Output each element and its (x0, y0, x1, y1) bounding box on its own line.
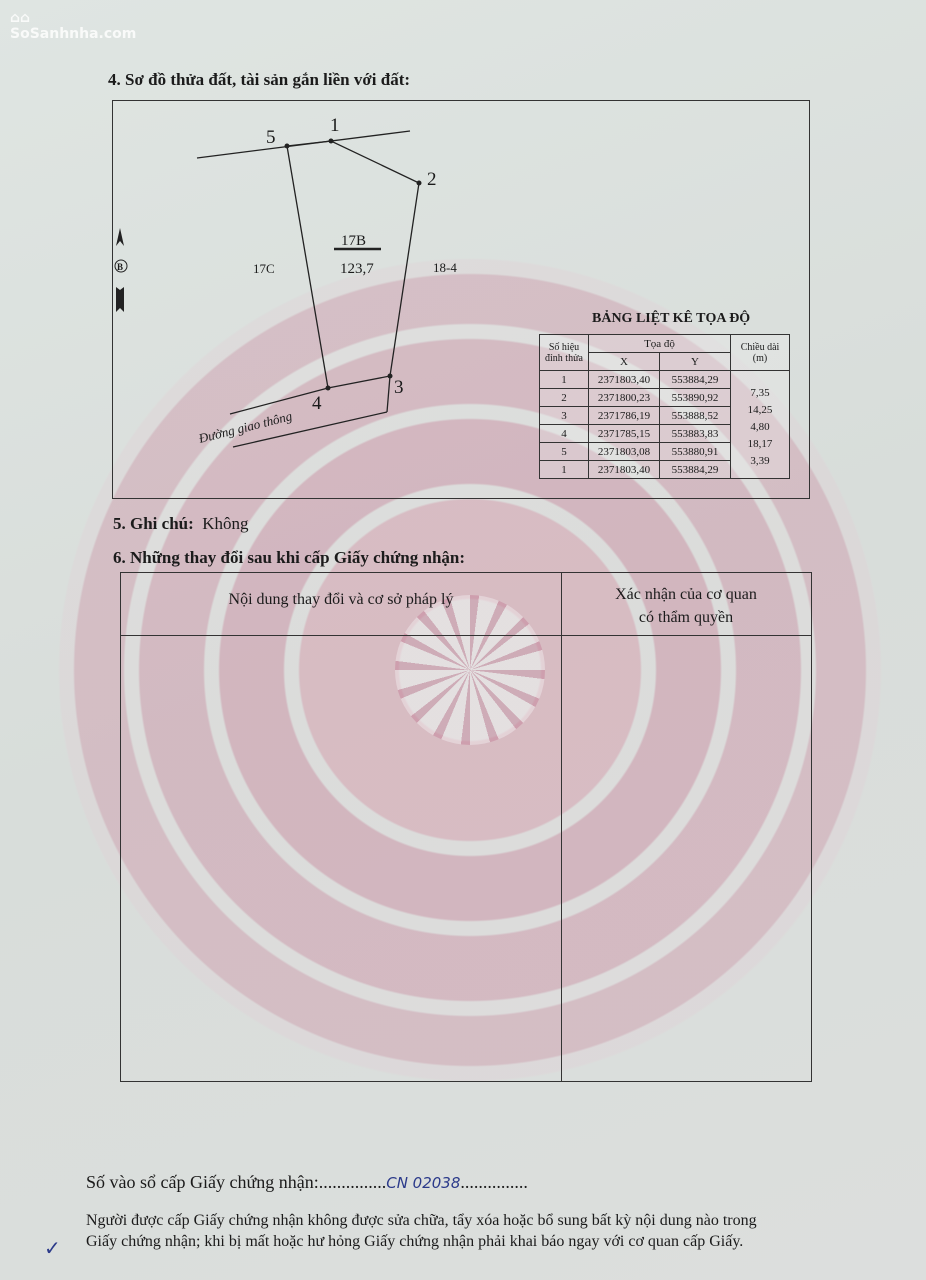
section4-title: 4. Sơ đồ thửa đất, tài sản gắn liền với … (108, 70, 411, 89)
north-arrow-tail-icon (116, 287, 124, 312)
road-label: Đường giao thông (196, 408, 294, 446)
checkmark-handwritten-icon: ✓ (44, 1236, 61, 1260)
changes-col-authority: Xác nhận của cơ quan có thẩm quyền (615, 586, 757, 626)
parcel-diagram: 1 2 3 4 5 17B 123,7 17C 18-4 B Đường gia… (114, 115, 457, 448)
vertex-label-4: 4 (312, 393, 322, 414)
neighbor-parcel-left: 17C (253, 261, 275, 276)
section5-label: 5. Ghi chú: (113, 514, 194, 533)
vertex-label-2: 2 (427, 169, 437, 190)
table-row: 5 2371803,08 553880,91 (539, 442, 790, 461)
road-edge-bottom (232, 411, 388, 448)
notice-line-1: Người được cấp Giấy chứng nhận không đượ… (86, 1212, 757, 1229)
lengths-cell: 7,35 14,25 4,80 18,17 3,39 (730, 370, 790, 479)
section6-title: 6. Những thay đổi sau khi cấp Giấy chứng… (113, 548, 466, 567)
section5: 5. Ghi chú: Không (113, 514, 249, 534)
header-y: Y (659, 352, 731, 371)
table-row: 1 2371803,40 553884,29 (539, 460, 790, 479)
table-row: 3 2371786,19 553888,52 (539, 406, 790, 425)
header-length: Chiều dài (m) (730, 334, 790, 371)
road-edge-side (386, 375, 391, 413)
coord-table-title: BẢNG LIỆT KÊ TỌA ĐỘ (592, 311, 751, 326)
changes-col-content: Nội dung thay đổi và cơ sở pháp lý (228, 591, 454, 608)
table-row: 2 2371800,23 553890,92 (539, 388, 790, 407)
watermark-logo: ⌂⌂ SoSanhnha.com (10, 10, 137, 42)
section5-value: Không (202, 514, 249, 533)
table-row: 4 2371785,15 553883,83 (539, 424, 790, 443)
parcel-diagram-frame (112, 100, 810, 499)
header-coord: Tọa độ (588, 334, 731, 353)
register-number-handwritten: CN 02038 (386, 1174, 461, 1192)
vertex-label-5: 5 (266, 127, 276, 148)
vertex-label-1: 1 (330, 115, 340, 136)
parcel-id: 17B (341, 233, 366, 249)
table-row: 1 2371803,40 553884,29 7,35 14,25 4,80 18,17 3… (539, 370, 790, 479)
road-edge-top (229, 387, 329, 415)
north-label: B (117, 262, 123, 272)
neighbor-parcel-right: 18-4 (433, 260, 457, 275)
notice-line-2: Giấy chứng nhận; khi bị mất hoặc hư hỏng… (86, 1233, 744, 1250)
north-arrow-icon (116, 228, 124, 246)
register-number-line: Số vào sổ cấp Giấy chứng nhận:..........… (86, 1172, 528, 1192)
coordinate-table: Số hiệu đỉnh thửa Tọa độ Chiều dài (m) X… (539, 334, 790, 479)
header-point: Số hiệu đỉnh thửa (539, 334, 589, 371)
changes-table: Nội dung thay đổi và cơ sở pháp lý Xác n… (120, 572, 812, 1082)
vertex-label-3: 3 (394, 377, 404, 398)
parcel-outline (286, 140, 420, 389)
parcel-area: 123,7 (340, 261, 374, 277)
drum-star-pattern (395, 595, 545, 745)
header-x: X (588, 352, 660, 371)
